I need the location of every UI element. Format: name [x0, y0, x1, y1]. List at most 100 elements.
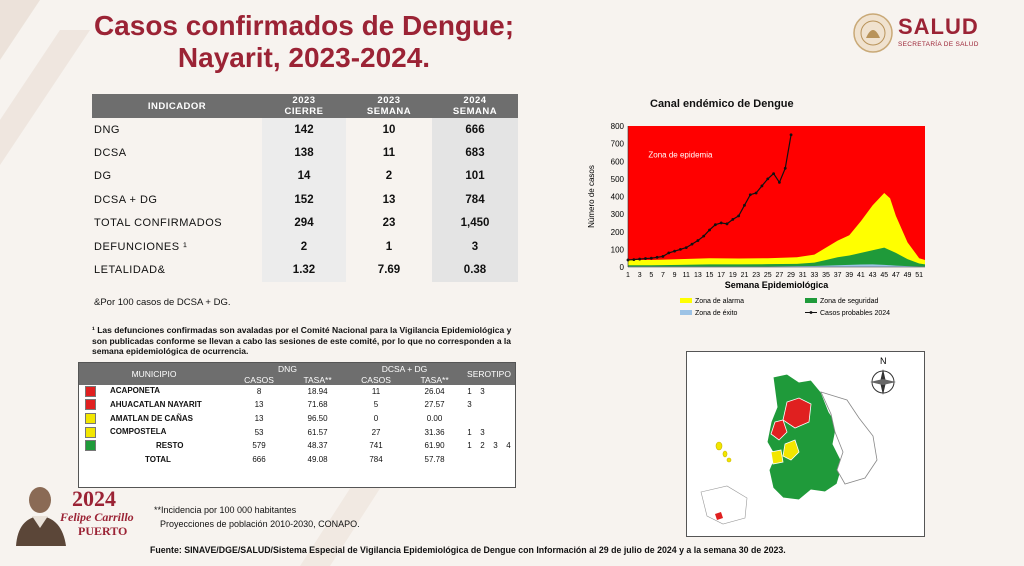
casos-point	[690, 242, 694, 246]
casos-point	[644, 257, 647, 260]
municipio-row: COMPOSTELA 53 61.57 27 31.36 1 3	[79, 425, 515, 440]
x-tick-label: 41	[857, 272, 865, 279]
casos-point	[708, 228, 711, 232]
indicator-value: 3	[432, 234, 518, 259]
x-tick-label: 11	[683, 272, 690, 279]
casos-point	[754, 191, 758, 195]
casos-point	[673, 249, 676, 253]
municipio-row: AHUACATLAN NAYARIT 13 71.68 5 27.57 3	[79, 398, 515, 413]
municipio-dng-casos: 13	[229, 398, 290, 413]
indicator-col-header: 2023 CIERRE	[262, 94, 346, 118]
casos-point	[783, 166, 787, 170]
municipio-row: RESTO 579 48.37 741 61.90 1 2 3 4	[79, 438, 515, 453]
x-tick-label: 35	[822, 272, 830, 279]
legend-label-alarma: Zona de alarma	[695, 298, 744, 305]
indicator-value: 1.32	[262, 258, 346, 282]
indicator-value: 13	[382, 193, 396, 206]
alarma-zone	[628, 192, 925, 267]
legend-swatch-exito	[680, 310, 692, 315]
indicator-value: 138	[262, 141, 346, 165]
municipio-dcsa-tasa: 0.00	[406, 411, 463, 426]
risk-swatch	[85, 412, 96, 424]
serotipo-header: SEROTIPO	[463, 363, 515, 385]
municipio-dng-tasa: 48.37	[289, 438, 346, 453]
indicator-value: 152	[262, 188, 346, 212]
serotipo-value	[489, 385, 502, 399]
salud-logo: SALUD SECRETARÍA DE SALUD	[852, 12, 1002, 56]
municipio-dng-casos: 13	[229, 411, 290, 426]
legend-swatch-seguridad	[805, 298, 817, 303]
serotipo-value: 3	[489, 438, 502, 453]
municipio-body: ACAPONETA 8 18.94 11 26.04 1 3 AHUACATLAN NAYAR…	[79, 385, 515, 467]
x-tick-label: 9	[673, 272, 677, 279]
indicator-value: 1,450	[432, 211, 518, 235]
x-tick-label: 17	[717, 272, 725, 279]
legend-label-seguridad: Zona de seguridad	[820, 298, 878, 305]
municipio-dng-casos: 666	[229, 452, 290, 467]
indicator-row: DCSA 138 11 683	[92, 141, 518, 165]
x-tick-label: 23	[752, 272, 760, 279]
municipio-table: MUNICIPIO DNG DCSA + DG SEROTIPO CASOS T…	[79, 363, 515, 467]
risk-swatch	[85, 426, 96, 438]
serotipo-value	[489, 411, 502, 426]
risk-swatch	[85, 399, 96, 411]
exito-zone	[628, 264, 925, 267]
legend-swatch-alarma	[680, 298, 692, 303]
legend-label-exito: Zona de éxito	[695, 310, 738, 317]
indicator-value: 11	[382, 147, 396, 160]
serotipo-value: 1	[463, 385, 476, 399]
casos-point	[679, 247, 682, 251]
y-tick-label: 600	[611, 157, 625, 166]
serotipo-value	[502, 425, 515, 440]
dcsa-header: DCSA + DG	[345, 363, 463, 374]
serotipo-value	[502, 398, 515, 413]
x-tick-label: 39	[845, 272, 853, 279]
serotipo-value: 3	[463, 398, 476, 413]
x-tick-label: 21	[741, 272, 749, 279]
risk-swatch	[85, 440, 96, 452]
casos-point	[696, 239, 700, 242]
municipio-row: AMATLAN DE CAÑAS 13 96.50 0 0.00	[79, 411, 515, 426]
municipio-name: ACAPONETA	[110, 386, 161, 396]
x-tick-label: 29	[787, 272, 795, 279]
chart-title: Canal endémico de Dengue	[650, 98, 794, 110]
x-tick-label: 7	[661, 272, 665, 279]
serotipo-value	[489, 452, 502, 467]
municipio-dcsa-casos: 27	[345, 425, 407, 440]
municipio-dng-tasa: 61.57	[289, 425, 346, 440]
indicator-label: DNG	[94, 123, 120, 136]
indicator-row: DNG 142 10 666	[92, 118, 518, 142]
municipio-table-box: MUNICIPIO DNG DCSA + DG SEROTIPO CASOS T…	[78, 362, 516, 488]
municipio-name: AMATLAN DE CAÑAS	[110, 413, 193, 423]
casos-point	[737, 214, 741, 218]
letalidad-note: &Por 100 casos de DCSA + DG.	[94, 297, 231, 308]
y-tick-label: 800	[611, 122, 625, 131]
indicator-label: DCSA + DG	[94, 193, 158, 206]
title-line-2: Nayarit, 2023-2024.	[177, 42, 431, 73]
serotipo-value: 3	[476, 425, 489, 440]
logo-subtitle: SECRETARÍA DE SALUD	[898, 41, 979, 48]
indicator-label: DEFUNCIONES ¹	[94, 240, 188, 253]
casos-point	[760, 184, 764, 188]
indicator-value: 7.69	[377, 264, 401, 277]
serotipo-value	[502, 385, 515, 399]
branding-year: 2024	[72, 486, 116, 511]
indicator-value: 23	[382, 217, 396, 230]
x-tick-label: 31	[799, 272, 807, 279]
serotipo-value	[463, 411, 476, 426]
casos-point	[713, 223, 717, 227]
indicator-label: TOTAL CONFIRMADOS	[94, 217, 223, 230]
casos-point	[649, 256, 653, 260]
casos-point	[667, 251, 671, 255]
felipe-carrillo-puerto-logo: 2024 Felipe Carrillo PUERTO	[8, 480, 148, 550]
x-tick-label: 25	[764, 272, 772, 279]
casos-point	[719, 221, 723, 225]
municipio-dcsa-tasa: 31.36	[406, 425, 463, 440]
serotipo-value	[502, 452, 515, 467]
x-tick-label: 47	[892, 272, 900, 279]
indicator-value: 142	[262, 118, 346, 142]
indicator-col-header: 2023 SEMANA	[346, 94, 432, 118]
compass-north-label: N	[880, 356, 887, 366]
legend-marker-casos	[809, 311, 813, 314]
indicator-label: DCSA	[94, 147, 127, 160]
